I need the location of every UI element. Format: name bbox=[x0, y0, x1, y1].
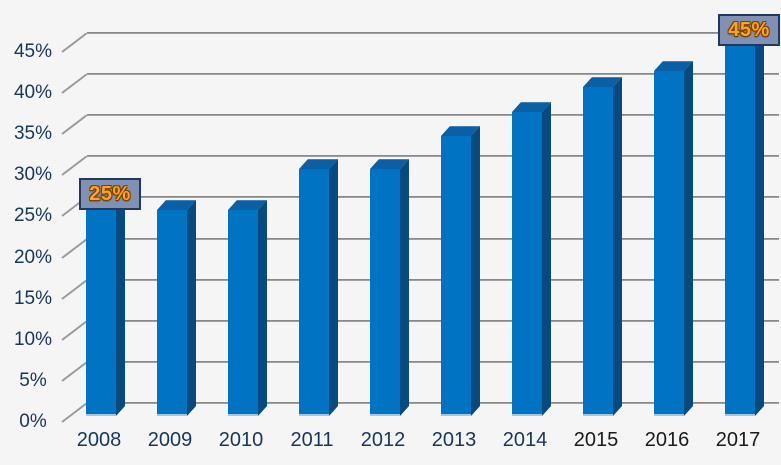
bar-side-face bbox=[542, 101, 551, 416]
y-axis-tick-label: 0% bbox=[19, 411, 47, 432]
gridline bbox=[87, 237, 779, 240]
x-axis-label-2008: 2008 bbox=[76, 429, 122, 451]
bar-side-face bbox=[400, 159, 409, 416]
gridline bbox=[87, 278, 779, 281]
gridline bbox=[87, 196, 779, 199]
axis-tick-diagonal bbox=[61, 319, 88, 341]
x-axis-label-2016: 2016 bbox=[644, 429, 690, 451]
gridline bbox=[87, 32, 779, 34]
data-callout-2017: 45% bbox=[718, 14, 780, 46]
y-axis-tick-label: 20% bbox=[13, 246, 53, 268]
bar-front-face bbox=[157, 210, 187, 416]
x-axis-label-2015: 2015 bbox=[573, 429, 619, 451]
bar-2016 bbox=[654, 60, 694, 416]
y-axis-tick-label: 40% bbox=[13, 82, 53, 104]
axis-tick-diagonal bbox=[61, 402, 88, 423]
y-axis-tick-label: 45% bbox=[13, 41, 53, 62]
axis-tick-diagonal bbox=[61, 114, 88, 136]
axis-tick-diagonal bbox=[61, 73, 88, 94]
bar-2011 bbox=[299, 159, 339, 416]
bar-side-face bbox=[329, 159, 338, 416]
bar-front-face bbox=[583, 87, 613, 416]
bar-side-face bbox=[755, 36, 764, 416]
bar-front-face bbox=[512, 111, 542, 416]
bar-2010 bbox=[228, 200, 268, 416]
gridline bbox=[87, 114, 779, 117]
y-axis-tick-label: 10% bbox=[13, 328, 53, 350]
bar-side-face bbox=[613, 77, 622, 416]
x-axis-label-2013: 2013 bbox=[431, 429, 477, 451]
bar-2014 bbox=[512, 101, 552, 416]
bar-side-face bbox=[471, 126, 480, 416]
bar-side-face bbox=[187, 200, 196, 416]
x-axis-label-2009: 2009 bbox=[147, 429, 193, 451]
bar-front-face bbox=[86, 210, 116, 416]
axis-tick-diagonal bbox=[61, 237, 88, 259]
gridline bbox=[87, 73, 779, 76]
bar-front-face bbox=[299, 169, 329, 416]
bar-2015 bbox=[583, 77, 623, 416]
bar-2008 bbox=[86, 200, 126, 416]
bar-2012 bbox=[370, 159, 410, 416]
axis-tick-diagonal bbox=[61, 32, 88, 53]
gridline bbox=[87, 402, 779, 404]
bar-2013 bbox=[441, 126, 481, 416]
bar-front-face bbox=[725, 46, 755, 416]
x-axis-label-2017: 2017 bbox=[715, 429, 761, 451]
x-axis-label-2014: 2014 bbox=[502, 429, 548, 451]
data-callout-2008: 25% bbox=[79, 178, 141, 211]
bar-side-face bbox=[258, 200, 267, 416]
bar-front-face bbox=[370, 169, 400, 416]
bar-side-face bbox=[116, 200, 125, 416]
y-axis-tick-label: 30% bbox=[13, 164, 53, 186]
bar-front-face bbox=[654, 70, 684, 416]
y-axis-tick-label: 35% bbox=[13, 123, 53, 145]
gridline bbox=[87, 155, 779, 158]
bar-2017 bbox=[725, 36, 765, 416]
y-axis-tick-label: 15% bbox=[13, 287, 53, 309]
bar-side-face bbox=[684, 60, 693, 416]
bar-2009 bbox=[157, 200, 197, 416]
x-axis-label-2010: 2010 bbox=[218, 429, 264, 451]
y-axis-tick-label: 5% bbox=[19, 369, 47, 391]
axis-tick-diagonal bbox=[61, 155, 88, 177]
y-axis-tick-label: 25% bbox=[13, 205, 53, 227]
bar-front-face bbox=[228, 210, 258, 416]
axis-tick-diagonal bbox=[61, 361, 88, 382]
bar-front-face bbox=[441, 136, 471, 416]
x-axis-label-2011: 2011 bbox=[290, 429, 334, 451]
axis-tick-diagonal bbox=[61, 278, 88, 300]
x-axis-label-2012: 2012 bbox=[360, 429, 406, 451]
gridline bbox=[87, 319, 779, 322]
gridline bbox=[87, 360, 779, 363]
